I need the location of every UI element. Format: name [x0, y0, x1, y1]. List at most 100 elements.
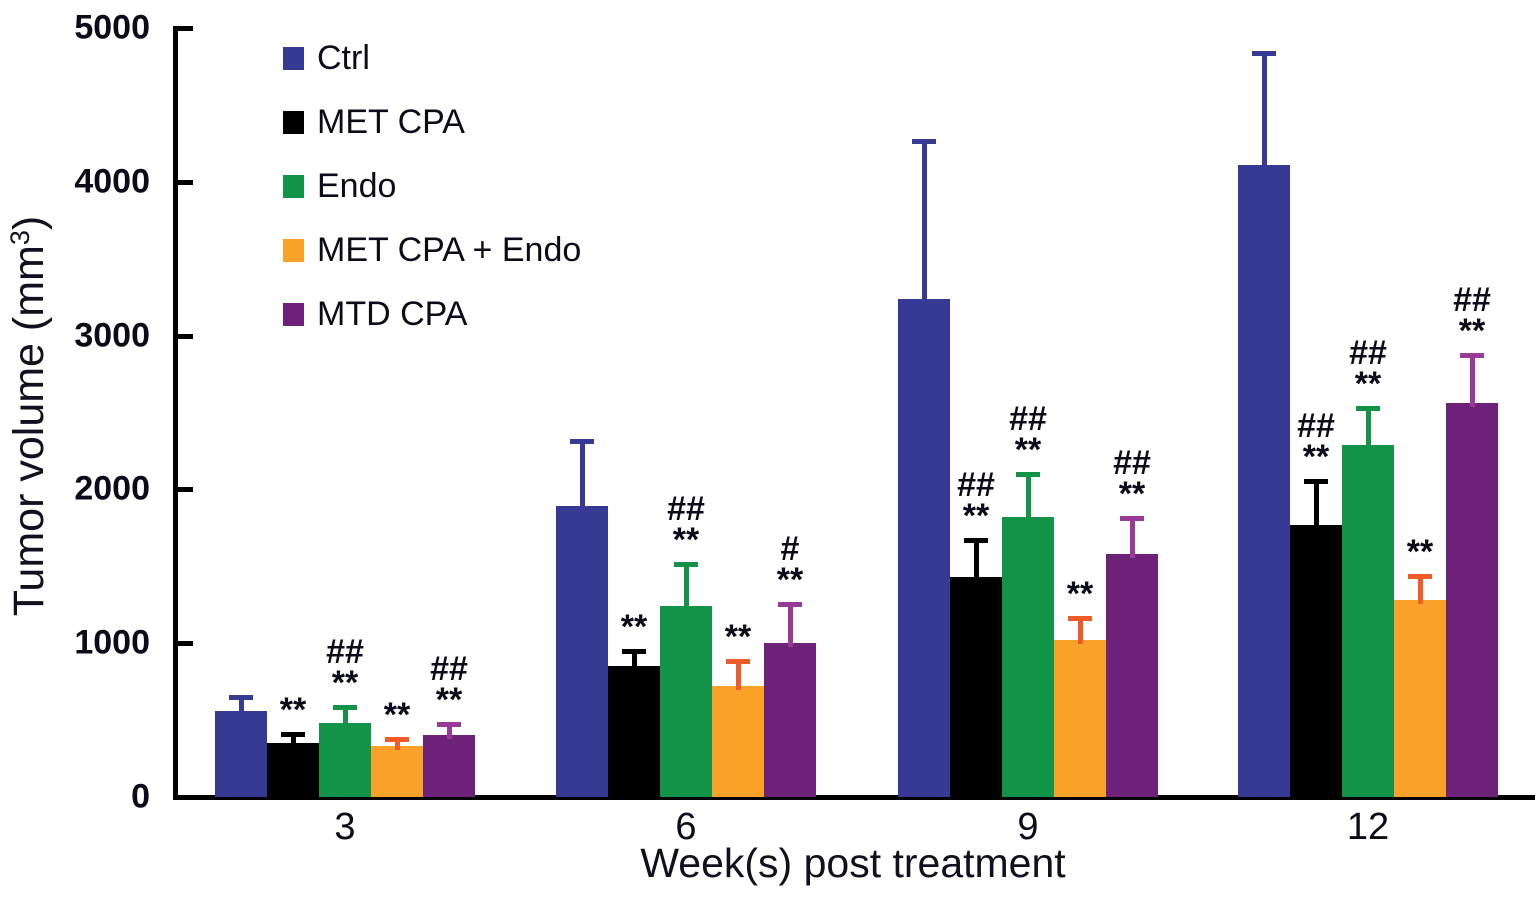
annotation-line: ##	[1009, 400, 1047, 439]
bar-met-cpa-endo-week-9	[1054, 640, 1106, 797]
significance-annotation-met-cpa-week-3: **	[279, 691, 307, 730]
bar-met-cpa-endo-week-12	[1394, 600, 1446, 797]
bar-met-cpa-week-6	[608, 666, 660, 797]
significance-annotation-endo-week-6: ## **	[667, 489, 705, 559]
y-tick-mark-5000	[177, 26, 193, 31]
legend-item-endo: Endo	[283, 167, 581, 205]
legend-swatch-met-cpa-endo	[283, 239, 304, 262]
error-bar-stem-met-cpa-week-12	[1313, 478, 1319, 529]
annotation-line: **	[435, 680, 463, 719]
legend-swatch-endo	[283, 175, 304, 198]
bar-ctrl-week-12	[1238, 164, 1290, 797]
bar-endo-week-6	[660, 606, 712, 797]
error-bar-cap-met-cpa-endo-week-3	[385, 737, 409, 743]
bar-met-cpa-week-9	[950, 577, 1002, 797]
legend-swatch-mtd-cpa	[283, 303, 304, 326]
annotation-line: **	[962, 496, 990, 535]
bar-ctrl-week-9	[898, 298, 950, 797]
error-bar-stem-met-cpa-endo-week-9	[1077, 615, 1083, 645]
error-bar-cap-ctrl-week-3	[229, 695, 253, 701]
error-bar-cap-ctrl-week-12	[1252, 51, 1276, 57]
annotation-line: ##	[326, 632, 364, 671]
significance-annotation-met-cpa-week-12: ## **	[1297, 409, 1335, 476]
y-tick-mark-1000	[177, 641, 193, 647]
error-bar-cap-met-cpa-week-3	[281, 732, 305, 738]
x-tick-label-week-3: 3	[334, 806, 356, 848]
legend-item-met-cpa-endo: MET CPA + Endo	[283, 231, 582, 269]
error-bar-stem-met-cpa-week-6	[631, 648, 637, 671]
bar-met-cpa-week-12	[1290, 524, 1342, 797]
bar-endo-week-3	[319, 723, 371, 797]
error-bar-cap-endo-week-3	[333, 704, 357, 710]
error-bar-stem-met-cpa-endo-week-6	[735, 658, 741, 691]
significance-annotation-mtd-cpa-week-3: ## **	[430, 649, 468, 719]
annotation-line: **	[279, 691, 307, 730]
annotation-line: ##	[1349, 334, 1387, 373]
error-bar-stem-endo-week-12	[1365, 406, 1371, 449]
legend-label-met-cpa-endo: MET CPA + Endo	[317, 231, 582, 269]
significance-annotation-met-cpa-endo-week-3: **	[383, 696, 411, 735]
legend-label-mtd-cpa: MTD CPA	[317, 295, 468, 333]
annotation-line: **	[724, 617, 752, 656]
annotation-line: **	[383, 696, 411, 735]
bar-endo-week-12	[1342, 444, 1394, 797]
significance-annotation-met-cpa-endo-week-12: **	[1406, 533, 1434, 571]
bar-mtd-cpa-week-3	[423, 735, 475, 797]
y-tick-label-1000: 1000	[74, 623, 150, 662]
significance-annotation-endo-week-9: ## **	[1009, 400, 1047, 470]
annotation-line: **	[1014, 431, 1042, 470]
y-tick-label-5000: 5000	[74, 8, 150, 47]
significance-annotation-endo-week-12: ## **	[1349, 334, 1387, 401]
bar-ctrl-week-6	[556, 506, 608, 797]
significance-annotation-mtd-cpa-week-9: ## **	[1113, 443, 1151, 513]
error-bar-cap-met-cpa-endo-week-12	[1408, 573, 1432, 579]
annotation-line: **	[1118, 474, 1146, 513]
annotation-line: ##	[1113, 443, 1151, 482]
error-bar-stem-met-cpa-week-9	[973, 537, 979, 582]
bar-mtd-cpa-week-6	[764, 643, 816, 797]
y-tick-mark-3000	[177, 333, 193, 339]
error-bar-stem-ctrl-week-12	[1261, 51, 1267, 169]
y-axis-title-close: )	[5, 215, 53, 231]
annotation-line: **	[1066, 574, 1094, 613]
error-bar-cap-met-cpa-week-12	[1304, 478, 1328, 484]
bar-met-cpa-week-3	[267, 743, 319, 797]
annotation-line: ##	[1453, 280, 1491, 319]
error-bar-cap-ctrl-week-6	[570, 438, 594, 444]
error-bar-cap-mtd-cpa-week-9	[1120, 515, 1144, 521]
y-axis-title: Tumor volume (mm3)	[5, 16, 61, 816]
significance-annotation-met-cpa-week-6: **	[621, 610, 647, 644]
legend-item-ctrl: Ctrl	[283, 39, 581, 77]
error-bar-cap-mtd-cpa-week-12	[1460, 352, 1484, 358]
x-tick-label-week-6: 6	[675, 806, 697, 848]
annotation-line: **	[776, 560, 804, 599]
error-bar-cap-met-cpa-week-9	[964, 537, 988, 543]
y-tick-label-3000: 3000	[74, 316, 150, 355]
x-tick-label-week-12: 12	[1346, 806, 1390, 848]
legend-swatch-met-cpa	[283, 111, 304, 134]
error-bar-stem-endo-week-3	[342, 704, 348, 728]
y-tick-mark-2000	[177, 487, 193, 493]
error-bar-stem-ctrl-week-9	[921, 138, 927, 303]
annotation-line: **	[1406, 533, 1434, 571]
annotation-line: ##	[667, 489, 705, 528]
x-tick-label-week-9: 9	[1017, 806, 1039, 848]
error-bar-cap-ctrl-week-9	[912, 138, 936, 144]
legend-label-met-cpa: MET CPA	[317, 103, 465, 141]
annotation-line: ##	[957, 465, 995, 504]
annotation-line: **	[331, 663, 359, 702]
legend: Ctrl MET CPA Endo MET CPA + Endo MTD CPA	[283, 39, 582, 333]
significance-annotation-mtd-cpa-week-12: ## **	[1453, 280, 1491, 348]
y-tick-mark-4000	[177, 179, 193, 185]
error-bar-cap-met-cpa-endo-week-6	[726, 658, 750, 664]
annotation-line: **	[672, 520, 700, 559]
y-tick-label-0: 0	[131, 777, 150, 816]
y-tick-label-2000: 2000	[74, 469, 150, 508]
bar-mtd-cpa-week-12	[1446, 403, 1498, 797]
error-bar-cap-endo-week-12	[1356, 406, 1380, 412]
annotation-line: ##	[430, 649, 468, 688]
annotation-line: **	[1302, 437, 1330, 476]
significance-annotation-mtd-cpa-week-6: # **	[776, 532, 804, 599]
significance-annotation-endo-week-3: ## **	[326, 632, 364, 702]
